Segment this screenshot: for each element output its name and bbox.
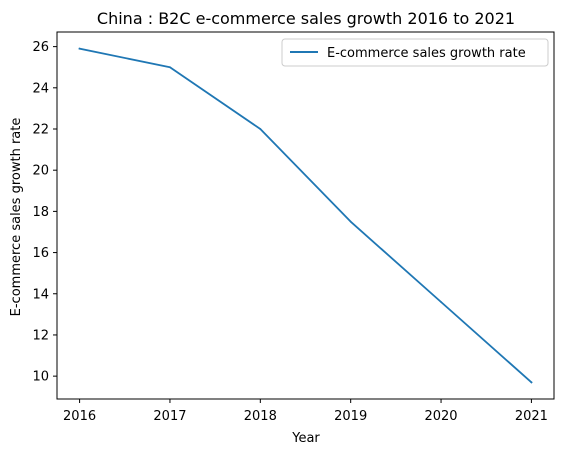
y-axis-label: E-commerce sales growth rate bbox=[9, 118, 24, 317]
y-tick-label: 18 bbox=[32, 205, 49, 220]
legend: E-commerce sales growth rate bbox=[281, 38, 549, 67]
x-tick-label: 2019 bbox=[334, 409, 367, 424]
series-line bbox=[78, 47, 533, 384]
chart-title: China : B2C e-commerce sales growth 2016… bbox=[97, 9, 515, 28]
data-point bbox=[530, 381, 533, 384]
legend-label: E-commerce sales growth rate bbox=[327, 46, 526, 61]
y-tick-label: 20 bbox=[32, 164, 49, 179]
x-axis-label: Year bbox=[291, 431, 320, 446]
y-axis-ticks: 10 12 14 16 18 20 22 24 26 bbox=[32, 40, 57, 385]
y-tick-label: 10 bbox=[32, 370, 49, 385]
y-tick-label: 14 bbox=[32, 287, 49, 302]
x-axis-ticks: 2016 2017 2018 2019 2020 2021 bbox=[63, 399, 548, 424]
data-point bbox=[349, 220, 352, 223]
x-tick-label: 2020 bbox=[424, 409, 457, 424]
data-point bbox=[259, 128, 262, 130]
y-tick-label: 16 bbox=[32, 246, 49, 261]
data-point bbox=[78, 47, 81, 50]
x-tick-label: 2021 bbox=[515, 409, 548, 424]
data-point bbox=[440, 301, 442, 303]
plot-area-frame bbox=[56, 31, 555, 400]
x-tick-label: 2017 bbox=[153, 409, 186, 424]
series-layer bbox=[78, 47, 533, 384]
x-tick-label: 2018 bbox=[244, 409, 277, 424]
y-tick-label: 26 bbox=[32, 40, 49, 55]
y-tick-label: 12 bbox=[32, 328, 49, 343]
y-tick-label: 22 bbox=[32, 123, 49, 138]
legend-box bbox=[281, 38, 549, 67]
data-point bbox=[169, 66, 171, 69]
x-tick-label: 2016 bbox=[63, 409, 96, 424]
y-tick-label: 24 bbox=[32, 81, 49, 96]
